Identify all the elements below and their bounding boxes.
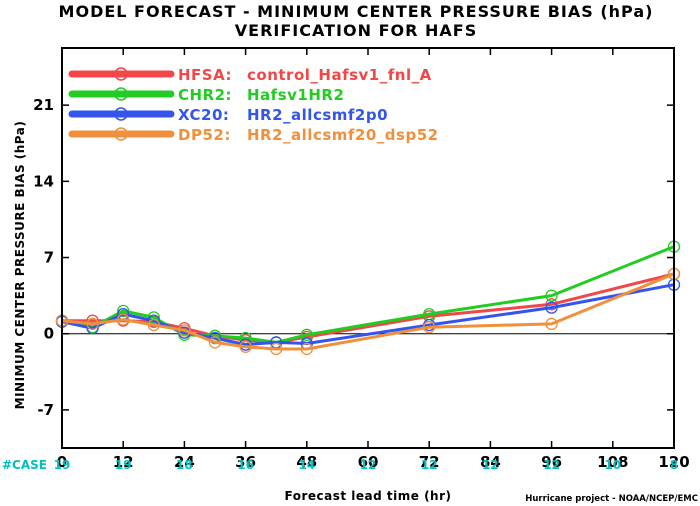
- series-point: [147, 311, 160, 324]
- case-count: 12: [482, 458, 499, 472]
- x-axis-title: Forecast lead time (hr): [285, 489, 452, 503]
- x-tick-label: 36: [235, 453, 256, 471]
- legend-series-desc: Hafsv1HR2: [247, 86, 344, 104]
- y-tick-label: -7: [37, 401, 54, 419]
- x-tick-label: 24: [174, 453, 195, 471]
- series-point: [545, 289, 558, 302]
- series-point: [270, 342, 283, 356]
- legend-series-desc: HR2_allcsmf2p0: [247, 106, 388, 124]
- case-count: 12: [543, 458, 560, 472]
- legend-series-desc: control_Hafsv1_fnl_A: [247, 66, 432, 84]
- x-tick-label: 108: [597, 453, 628, 471]
- series-point: [300, 342, 313, 356]
- series-point: [117, 304, 130, 318]
- x-tick-label: 72: [419, 453, 440, 471]
- case-count: 8: [670, 458, 678, 472]
- case-count: 18: [176, 458, 193, 472]
- series-point: [86, 317, 99, 331]
- legend-marker: [114, 67, 128, 81]
- x-tick-label: 0: [57, 453, 67, 471]
- series-point: [545, 298, 558, 311]
- case-counts: 19 19 18 16 14 12 12 12 12 10 8: [54, 458, 679, 472]
- x-tick-label: 48: [296, 453, 317, 471]
- x-tick-label: 120: [658, 453, 689, 471]
- case-count: 14: [298, 458, 315, 472]
- case-count: 19: [54, 458, 71, 472]
- series-point: [423, 321, 436, 334]
- series-point: [117, 313, 130, 326]
- legend-series-desc: HR2_allcsmf20_dsp52: [247, 126, 439, 144]
- chart-title: MODEL FORECAST - MINIMUM CENTER PRESSURE…: [59, 2, 654, 21]
- series-point: [178, 324, 191, 337]
- x-tick-label: 84: [480, 453, 501, 471]
- x-tick-label: 12: [113, 453, 134, 471]
- y-tick-label: 14: [33, 172, 54, 190]
- x-tick-label: 96: [541, 453, 562, 471]
- series-point: [147, 318, 160, 332]
- legend-marker: [114, 127, 128, 141]
- credit-text: Hurricane project - NOAA/NCEP/EMC: [525, 494, 698, 504]
- series-point: [300, 328, 313, 341]
- series-point: [545, 317, 558, 331]
- case-count: 12: [421, 458, 438, 472]
- plot-area-frame: [61, 47, 675, 449]
- y-tick-label: 7: [44, 249, 54, 267]
- legend-series-name: DP52:: [178, 126, 231, 144]
- y-tick-label: 21: [33, 96, 54, 114]
- legend-marker: [114, 87, 128, 101]
- legend-series-name: HFSA:: [178, 66, 232, 84]
- series-point: [239, 340, 252, 353]
- legend-series-name: CHR2:: [178, 86, 232, 104]
- x-tick-label: 60: [358, 453, 379, 471]
- y-axis-title: MINIMUM CENTER PRESSURE BIAS (hPa): [13, 121, 27, 410]
- case-label: #CASE: [2, 458, 47, 472]
- case-count: 10: [604, 458, 621, 472]
- y-tick-label: 0: [44, 325, 54, 343]
- legend-marker: [114, 107, 128, 121]
- legend-series-name: XC20:: [178, 106, 229, 124]
- case-count: 12: [360, 458, 377, 472]
- case-count: 16: [237, 458, 254, 472]
- series-point: [545, 301, 558, 314]
- case-count: 19: [115, 458, 132, 472]
- legend: HFSA: control_Hafsv1_fnl_A CHR2: Hafsv1HR2 X…: [68, 66, 439, 144]
- chart-subtitle: VERIFICATION FOR HAFS: [235, 21, 477, 40]
- series-point: [208, 336, 222, 349]
